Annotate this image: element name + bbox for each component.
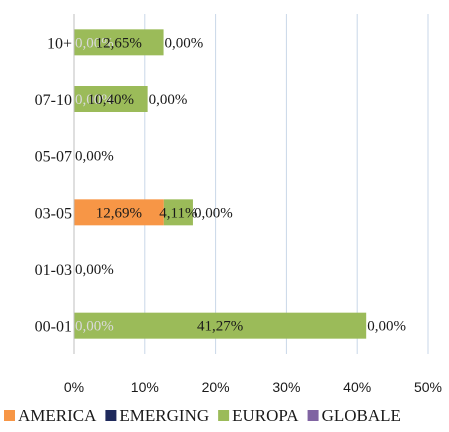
x-tick-label: 0%: [64, 379, 84, 395]
legend-swatch: [4, 410, 15, 421]
data-label: 0,00%: [75, 35, 114, 51]
bar-segment: [163, 199, 193, 226]
data-labels: 0,00%12,65% 0,00%0,00%10,40% 0,00%0,00%12,…: [75, 35, 406, 334]
x-tick-label: 20%: [202, 379, 230, 395]
x-tick-label: 30%: [272, 379, 300, 395]
data-label: 0,00%: [75, 319, 114, 335]
legend-swatch: [218, 410, 230, 421]
legend-item: AMERICA: [4, 406, 97, 425]
legend: AMERICA EMERGING EUROPA GLOBALE: [4, 406, 401, 425]
bar-segment: [74, 86, 148, 112]
data-label: 0,00%: [75, 92, 114, 108]
bar-segment: [74, 312, 367, 339]
legend-label: GLOBALE: [322, 406, 401, 425]
legend-label: EMERGING: [119, 406, 209, 425]
legend-item: EMERGING: [105, 406, 209, 425]
legend-item: GLOBALE: [307, 406, 401, 425]
data-label: 12,65%: [96, 35, 142, 51]
data-label: 0,00%: [367, 319, 406, 335]
data-label: 41,27%: [197, 319, 243, 335]
category-label: 03-05: [35, 205, 72, 222]
category-label: 05-07: [35, 149, 72, 166]
category-label: 10+: [47, 35, 72, 52]
gridlines: [144, 14, 429, 354]
data-label: 10,40%: [88, 92, 134, 108]
data-label: 12,69%: [96, 205, 142, 221]
data-label: 0,00%: [149, 92, 188, 108]
category-label: 01-03: [35, 262, 72, 279]
data-label: 4,11%: [159, 205, 197, 221]
legend-label: EUROPA: [232, 406, 299, 425]
bars: [74, 29, 367, 339]
x-tick-label: 50%: [414, 379, 442, 395]
x-tick-label: 40%: [343, 379, 371, 395]
bar-segment: [74, 199, 164, 226]
legend-label: AMERICA: [18, 406, 97, 425]
legend-swatch: [307, 410, 319, 421]
data-label: 0,00%: [75, 262, 114, 278]
bar-segment: [74, 29, 164, 56]
category-labels: 10+ 07-10 05-07 03-05 01-03 00-01: [35, 35, 72, 335]
x-tick-label: 10%: [131, 379, 159, 395]
data-label: 0,00%: [165, 35, 204, 51]
data-label: 0,00%: [194, 205, 233, 221]
legend-item: EUROPA: [218, 406, 299, 425]
data-label: 0,00%: [75, 149, 114, 165]
category-label: 07-10: [35, 92, 72, 109]
x-tick-labels: 0% 10% 20% 30% 40% 50%: [64, 379, 442, 395]
category-label: 00-01: [35, 319, 72, 336]
legend-swatch: [105, 410, 117, 421]
